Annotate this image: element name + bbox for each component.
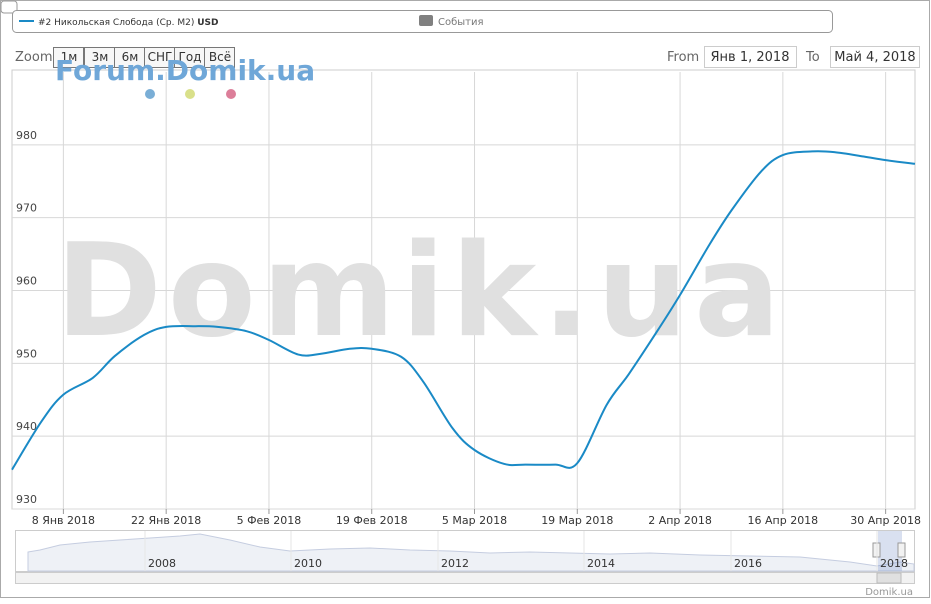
to-value: Май 4, 2018 [834, 50, 915, 65]
navigator-label: 2008 [148, 557, 176, 570]
navigator-label: 2016 [734, 557, 762, 570]
x-tick-label: 22 Янв 2018 [131, 514, 201, 527]
range-button[interactable] [53, 47, 84, 68]
deco-dot [226, 89, 236, 99]
y-tick-label: 960 [16, 275, 37, 288]
x-tick-label: 19 Мар 2018 [541, 514, 613, 527]
from-value: Янв 1, 2018 [711, 50, 790, 65]
watermark: Domik.ua [56, 217, 787, 366]
to-label: To [805, 50, 820, 65]
x-tick-label: 19 Фев 2018 [336, 514, 408, 527]
navigator-label: 2010 [294, 557, 322, 570]
y-tick-label: 950 [16, 347, 37, 360]
range-button[interactable] [204, 47, 235, 68]
legend-unit: USD [197, 18, 218, 28]
x-tick-label: 8 Янв 2018 [32, 514, 95, 527]
legend-name: #2 Никольская Слобода (Ср. М2) [38, 18, 194, 28]
range-button-label: СНГ [148, 50, 173, 64]
x-tick-label: 2 Апр 2018 [648, 514, 712, 527]
navigator-label: 2014 [587, 557, 615, 570]
scrollbar-thumb[interactable] [876, 572, 902, 584]
range-button-label: 1м [61, 50, 78, 64]
from-input[interactable] [704, 46, 797, 68]
range-button-label: 6м [122, 50, 139, 64]
legend-series[interactable]: #2 Никольская Слобода (Ср. М2) USD [38, 18, 219, 28]
to-input[interactable] [830, 46, 920, 68]
deco-dot [145, 89, 155, 99]
series-line [11, 150, 916, 471]
legend-events-symbol [419, 15, 433, 26]
corner-button[interactable] [0, 0, 18, 14]
credit[interactable]: Domik.ua [865, 587, 913, 598]
x-tick-label: 16 Апр 2018 [748, 514, 819, 527]
x-tick-label: 5 Фев 2018 [237, 514, 302, 527]
navigator-label: 2012 [441, 557, 469, 570]
from-label: From [667, 50, 699, 65]
y-tick-label: 930 [16, 493, 37, 506]
y-tick-label: 980 [16, 129, 37, 142]
range-button-label: Всё [209, 50, 231, 64]
navigator-handle[interactable] [897, 542, 906, 558]
deco-dot [185, 89, 195, 99]
zoom-label: Zoom [15, 50, 52, 65]
scrollbar[interactable] [15, 572, 915, 584]
x-tick-label: 5 Мар 2018 [442, 514, 507, 527]
x-tick-label: 30 Апр 2018 [850, 514, 921, 527]
watermark-forum: Forum.Domik.ua [55, 54, 315, 87]
range-button-label: Год [179, 50, 202, 64]
navigator-label: 2018 [880, 557, 908, 570]
range-button-label: 3м [92, 50, 109, 64]
legend-events[interactable]: События [438, 17, 484, 28]
y-tick-label: 970 [16, 202, 37, 215]
y-tick-label: 940 [16, 420, 37, 433]
